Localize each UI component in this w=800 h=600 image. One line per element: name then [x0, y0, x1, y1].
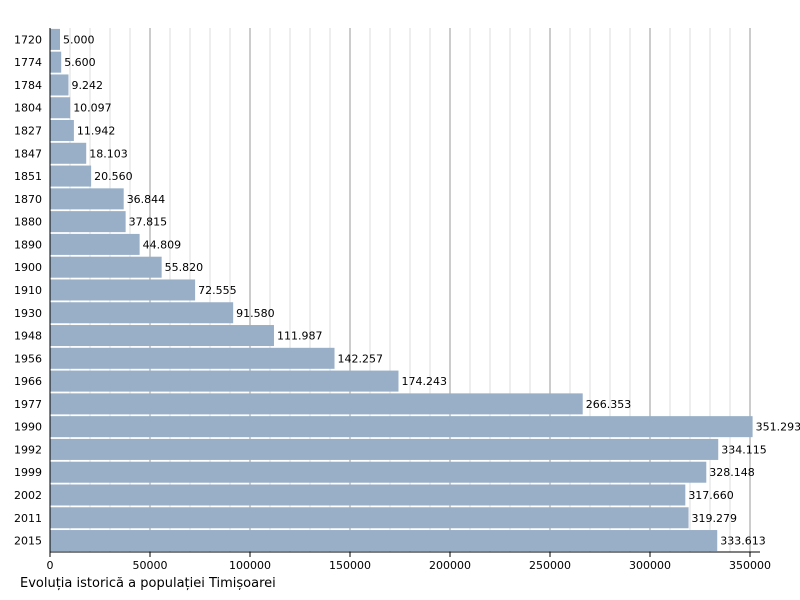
value-label: 72.555 — [198, 284, 237, 297]
bar-1847 — [50, 142, 87, 164]
value-label: 20.560 — [94, 170, 132, 183]
bar-1870 — [50, 188, 124, 210]
bars — [50, 28, 753, 552]
value-label: 5.600 — [64, 56, 96, 69]
y-tick-label: 1804 — [14, 102, 42, 115]
y-tick-label: 1784 — [14, 79, 42, 92]
x-tick-label: 200000 — [429, 559, 471, 572]
value-label: 10.097 — [73, 102, 112, 115]
value-label: 333.613 — [720, 535, 766, 548]
value-label: 9.242 — [71, 79, 103, 92]
y-tick-label: 1948 — [14, 330, 42, 343]
bar-1827 — [50, 120, 74, 142]
y-tick-label: 1890 — [14, 238, 42, 251]
bar-1784 — [50, 74, 69, 96]
y-tick-label: 1774 — [14, 56, 42, 69]
y-tick-label: 2002 — [14, 489, 42, 502]
value-label: 334.115 — [721, 443, 767, 456]
y-tick-label: 1956 — [14, 352, 42, 365]
value-label: 317.660 — [688, 489, 734, 502]
bar-2015 — [50, 530, 718, 552]
x-tick-label: 300000 — [629, 559, 671, 572]
bar-1977 — [50, 393, 583, 415]
value-label: 18.103 — [89, 147, 128, 160]
axes: 1720 5.000 1774 5.600 1784 9.242 1804 10.097 182… — [14, 28, 800, 572]
y-tick-label: 1966 — [14, 375, 42, 388]
value-label: 11.942 — [77, 125, 116, 138]
bar-1880 — [50, 211, 126, 233]
y-tick-label: 2011 — [14, 512, 42, 525]
y-tick-label: 2015 — [14, 535, 42, 548]
value-label: 44.809 — [143, 238, 182, 251]
bar-1930 — [50, 302, 234, 324]
y-tick-label: 1827 — [14, 125, 42, 138]
y-tick-label: 1990 — [14, 421, 42, 434]
y-tick-label: 1900 — [14, 261, 42, 274]
y-tick-label: 1999 — [14, 466, 42, 479]
x-tick-label: 0 — [47, 559, 54, 572]
chart-caption: Evoluția istorică a populației Timișoare… — [20, 576, 276, 591]
bar-1720 — [50, 28, 60, 50]
y-tick-label: 1720 — [14, 33, 42, 46]
y-tick-label: 1870 — [14, 193, 42, 206]
bar-1992 — [50, 438, 719, 460]
x-tick-label: 50000 — [133, 559, 168, 572]
y-tick-label: 1851 — [14, 170, 42, 183]
bar-1774 — [50, 51, 62, 73]
bar-1956 — [50, 347, 335, 369]
value-label: 5.000 — [63, 33, 95, 46]
bar-1999 — [50, 461, 707, 483]
bar-2002 — [50, 484, 686, 506]
bar-1804 — [50, 97, 71, 119]
value-label: 351.293 — [756, 421, 800, 434]
bar-1948 — [50, 325, 274, 347]
y-tick-label: 1930 — [14, 307, 42, 320]
y-tick-label: 1910 — [14, 284, 42, 297]
y-tick-label: 1880 — [14, 216, 42, 229]
y-tick-label: 1977 — [14, 398, 42, 411]
bar-1966 — [50, 370, 399, 392]
y-tick-label: 1847 — [14, 147, 42, 160]
value-label: 319.279 — [692, 512, 738, 525]
x-tick-label: 350000 — [729, 559, 771, 572]
value-label: 111.987 — [277, 330, 323, 343]
bar-1990 — [50, 416, 753, 438]
value-label: 37.815 — [129, 216, 168, 229]
x-tick-label: 150000 — [329, 559, 371, 572]
x-tick-label: 100000 — [229, 559, 271, 572]
bar-1851 — [50, 165, 92, 187]
value-label: 91.580 — [236, 307, 275, 320]
x-tick-label: 250000 — [529, 559, 571, 572]
bar-1910 — [50, 279, 196, 301]
value-label: 266.353 — [586, 398, 632, 411]
bar-1890 — [50, 233, 140, 255]
value-label: 142.257 — [338, 352, 384, 365]
y-tick-label: 1992 — [14, 443, 42, 456]
bar-1900 — [50, 256, 162, 278]
value-label: 174.243 — [401, 375, 447, 388]
value-label: 55.820 — [165, 261, 204, 274]
value-label: 328.148 — [709, 466, 755, 479]
bar-2011 — [50, 507, 689, 529]
value-label: 36.844 — [127, 193, 166, 206]
